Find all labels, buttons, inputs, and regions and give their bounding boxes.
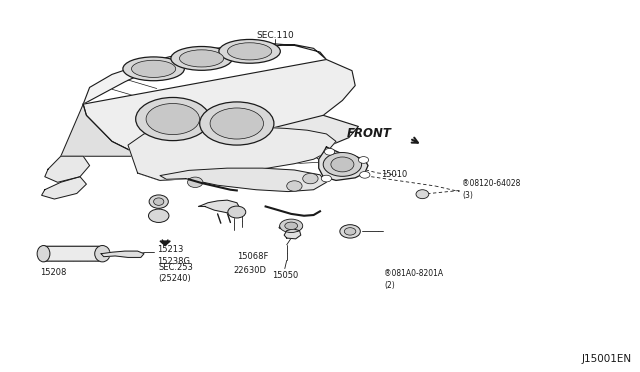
Polygon shape	[61, 104, 160, 156]
Polygon shape	[138, 115, 358, 180]
Ellipse shape	[171, 46, 232, 70]
Text: 15010: 15010	[381, 170, 407, 179]
Ellipse shape	[360, 171, 370, 178]
Ellipse shape	[287, 181, 302, 191]
Polygon shape	[160, 241, 170, 246]
Ellipse shape	[331, 157, 354, 172]
Ellipse shape	[37, 246, 50, 262]
Text: FRONT: FRONT	[347, 128, 392, 140]
Ellipse shape	[149, 195, 168, 208]
Text: 22630D: 22630D	[234, 266, 267, 275]
Ellipse shape	[324, 148, 335, 155]
Polygon shape	[83, 60, 355, 156]
Ellipse shape	[285, 222, 298, 230]
Ellipse shape	[323, 153, 362, 176]
Polygon shape	[319, 147, 368, 180]
Text: SEC.110: SEC.110	[257, 31, 294, 40]
Ellipse shape	[416, 190, 429, 199]
Text: J15001EN: J15001EN	[582, 354, 632, 364]
Ellipse shape	[123, 57, 184, 81]
Ellipse shape	[228, 206, 246, 218]
Polygon shape	[279, 220, 302, 231]
Text: 15213: 15213	[157, 246, 183, 254]
Ellipse shape	[200, 102, 274, 145]
Text: 15238G: 15238G	[157, 257, 190, 266]
Ellipse shape	[210, 108, 264, 139]
Polygon shape	[160, 168, 326, 192]
Ellipse shape	[146, 103, 200, 135]
Ellipse shape	[344, 228, 356, 235]
Ellipse shape	[280, 219, 303, 232]
Text: 15050: 15050	[271, 271, 298, 280]
Ellipse shape	[154, 198, 164, 205]
Ellipse shape	[358, 157, 369, 163]
Text: ®08120-64028
(3): ®08120-64028 (3)	[462, 179, 520, 200]
Polygon shape	[198, 200, 240, 214]
Text: ®081A0-8201A
(2): ®081A0-8201A (2)	[384, 269, 443, 290]
Ellipse shape	[179, 50, 224, 67]
Polygon shape	[44, 246, 102, 261]
Ellipse shape	[321, 175, 332, 182]
Polygon shape	[45, 156, 90, 182]
Ellipse shape	[303, 173, 318, 184]
Text: 15208: 15208	[40, 268, 67, 277]
Ellipse shape	[131, 60, 176, 77]
Text: SEC.253
(25240): SEC.253 (25240)	[159, 263, 193, 283]
Ellipse shape	[188, 177, 203, 187]
Polygon shape	[284, 229, 301, 239]
Ellipse shape	[148, 209, 169, 222]
Ellipse shape	[340, 225, 360, 238]
Polygon shape	[101, 251, 144, 257]
Ellipse shape	[227, 43, 272, 60]
Polygon shape	[42, 177, 86, 199]
Polygon shape	[83, 43, 326, 104]
Text: 15068F: 15068F	[237, 252, 268, 261]
Polygon shape	[128, 126, 336, 180]
Ellipse shape	[219, 39, 280, 63]
Ellipse shape	[136, 97, 210, 141]
Ellipse shape	[95, 246, 110, 262]
